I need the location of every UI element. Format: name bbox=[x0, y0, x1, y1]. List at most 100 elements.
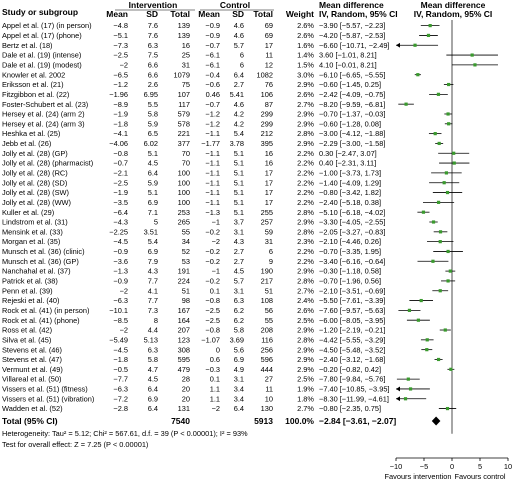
ctrl-mean: 0.1 bbox=[210, 375, 220, 384]
study-name: Appel et al. (17) (in person) bbox=[2, 21, 92, 30]
ctrl-mean: −6.1 bbox=[205, 60, 220, 69]
study-row: Penn et al. (39) −2 4.1 51 0.1 3.1 51 2.7% −2.10… bbox=[2, 286, 385, 295]
ctrl-total: 444 bbox=[261, 365, 273, 374]
ctrl-sd: 5.1 bbox=[234, 198, 244, 207]
int-mean: −4.5 bbox=[113, 237, 128, 246]
md-ci: −0.70 [−3.35, 1.95] bbox=[319, 247, 381, 256]
md-ci: −6.60 [−10.71, −2.49] bbox=[319, 41, 389, 50]
int-mean: −1.8 bbox=[113, 119, 128, 128]
int-mean: −5.49 bbox=[109, 335, 128, 344]
study-row: Vissers et al. (51) (fitness) −6.3 6.4 20 1.… bbox=[2, 385, 389, 394]
int-mean: −3.6 bbox=[113, 257, 128, 266]
point-estimate bbox=[445, 406, 450, 411]
ctrl-total: 31 bbox=[265, 237, 273, 246]
point-estimate bbox=[433, 132, 437, 136]
int-mean: −2.25 bbox=[109, 227, 128, 236]
point-estimate bbox=[448, 269, 452, 273]
int-sd: 2.6 bbox=[148, 80, 158, 89]
x-tick-label: −5 bbox=[420, 462, 428, 471]
md-ci: −5.10 [−6.18, −4.02] bbox=[319, 208, 385, 217]
x-tick-label: 0 bbox=[450, 462, 454, 471]
int-sd: 7.7 bbox=[148, 296, 158, 305]
int-total: 139 bbox=[178, 21, 190, 30]
md-ci: −0.30 [−1.18, 0.58] bbox=[319, 267, 381, 276]
int-total: 20 bbox=[182, 394, 190, 403]
int-sd: 5.4 bbox=[148, 237, 158, 246]
ctrl-total: 130 bbox=[261, 404, 273, 413]
ctrl-total: 9 bbox=[269, 257, 273, 266]
int-sd: 7.1 bbox=[148, 208, 158, 217]
weight: 2.9% bbox=[297, 110, 314, 119]
ctrl-total: 16 bbox=[265, 149, 273, 158]
ctrl-sd: 5.7 bbox=[234, 41, 244, 50]
int-mean: −3.5 bbox=[113, 198, 128, 207]
study-name: Bertz et al. (18) bbox=[2, 41, 53, 50]
int-total: 25 bbox=[182, 51, 190, 60]
study-name: Kuller et al. (29) bbox=[2, 208, 54, 217]
point-estimate bbox=[407, 308, 412, 312]
study-name: Penn et al. (39) bbox=[2, 286, 53, 295]
study-row: Ross et al. (42) −2 4.4 207 −0.8 5.8 208 2.9% −1… bbox=[2, 326, 385, 335]
study-name: Morgan et al. (35) bbox=[2, 237, 60, 246]
ctrl-mean: 1.1 bbox=[210, 385, 220, 394]
md-header-left: Mean difference bbox=[319, 0, 384, 10]
weight: 2.9% bbox=[297, 119, 314, 128]
ctrl-mean: −2 bbox=[212, 237, 220, 246]
study-row: Jolly et al. (28) (GP) −0.8 5.1 70 −1.1 5.1 16… bbox=[2, 149, 377, 158]
int-mean: −2 bbox=[120, 326, 128, 335]
int-total: 377 bbox=[178, 139, 190, 148]
ctrl-mean: −1.1 bbox=[205, 169, 220, 178]
ctrl-mean: −6.1 bbox=[205, 51, 220, 60]
point-estimate bbox=[428, 24, 432, 28]
plot-area: −10 −5 0 5 10 bbox=[390, 20, 512, 471]
ctrl-sd: 3.7 bbox=[234, 218, 244, 227]
ctrl-mean: −2.5 bbox=[205, 306, 220, 315]
int-sd: 6.5 bbox=[148, 129, 158, 138]
weight: 1.4% bbox=[297, 51, 314, 60]
point-estimate bbox=[408, 387, 413, 391]
study-row: Villareal et al. (50) −7.7 4.5 28 0.1 3.1 27 2.… bbox=[2, 375, 385, 384]
md-ci: −4.42 [−5.55, −3.29] bbox=[319, 335, 385, 344]
ctrl-total: 69 bbox=[265, 21, 273, 30]
md-ci: −0.60 [−1.45, 0.25] bbox=[319, 80, 381, 89]
point-estimate bbox=[436, 200, 441, 204]
weight: 2.8% bbox=[297, 227, 314, 236]
ctrl-mean: −1.2 bbox=[205, 110, 220, 119]
ctrl-total: 12 bbox=[265, 60, 273, 69]
weight: 2.6% bbox=[297, 21, 314, 30]
ctrl-total: 16 bbox=[265, 159, 273, 168]
weight: 2.9% bbox=[297, 345, 314, 354]
point-estimate bbox=[431, 220, 436, 224]
int-mean: −0.9 bbox=[113, 247, 128, 256]
x-tick-label: −10 bbox=[390, 462, 403, 471]
point-estimate bbox=[446, 249, 450, 254]
int-mean: −4.5 bbox=[113, 345, 128, 354]
ctrl-mean: −0.6 bbox=[205, 80, 220, 89]
ctrl-mean: −1.07 bbox=[201, 335, 220, 344]
weight: 2.8% bbox=[297, 129, 314, 138]
ctrl-sd: 6.2 bbox=[234, 316, 244, 325]
ctrl-total: 87 bbox=[265, 100, 273, 109]
study-row: Vissers et al. (51) (vibration) −7.2 6.9 20… bbox=[2, 394, 389, 403]
study-name: Jolly et al. (28) (SD) bbox=[2, 178, 67, 187]
ctrl-total: 116 bbox=[261, 335, 273, 344]
point-estimate bbox=[403, 397, 408, 401]
int-sd: 5.8 bbox=[148, 110, 158, 119]
ctrl-total: 17 bbox=[265, 41, 273, 50]
ctrl-total: 106 bbox=[261, 90, 273, 99]
int-mean: −7.7 bbox=[113, 375, 128, 384]
x-tick-label: 10 bbox=[504, 462, 512, 471]
study-name: Patrick et al. (38) bbox=[2, 277, 58, 286]
ctrl-mean: −1.77 bbox=[201, 139, 220, 148]
weight: 2.7% bbox=[297, 100, 314, 109]
ctrl-mean: 0.46 bbox=[206, 90, 220, 99]
study-row: Morgan et al. (35) −4.5 5.4 34 −2 4.3 31 2.3% −2… bbox=[2, 237, 381, 246]
header: Study or subgroup Intervention Control M… bbox=[2, 0, 492, 19]
int-total: 579 bbox=[178, 110, 190, 119]
weight: 2.7% bbox=[297, 404, 314, 413]
int-total: 253 bbox=[178, 208, 190, 217]
int-sd: 5 bbox=[154, 218, 158, 227]
ctrl-sd: 5.1 bbox=[234, 159, 244, 168]
study-row: Dale et al. (19) (intense) −2.5 7.5 25 −6.1 6… bbox=[2, 51, 377, 60]
point-estimate bbox=[406, 377, 410, 381]
